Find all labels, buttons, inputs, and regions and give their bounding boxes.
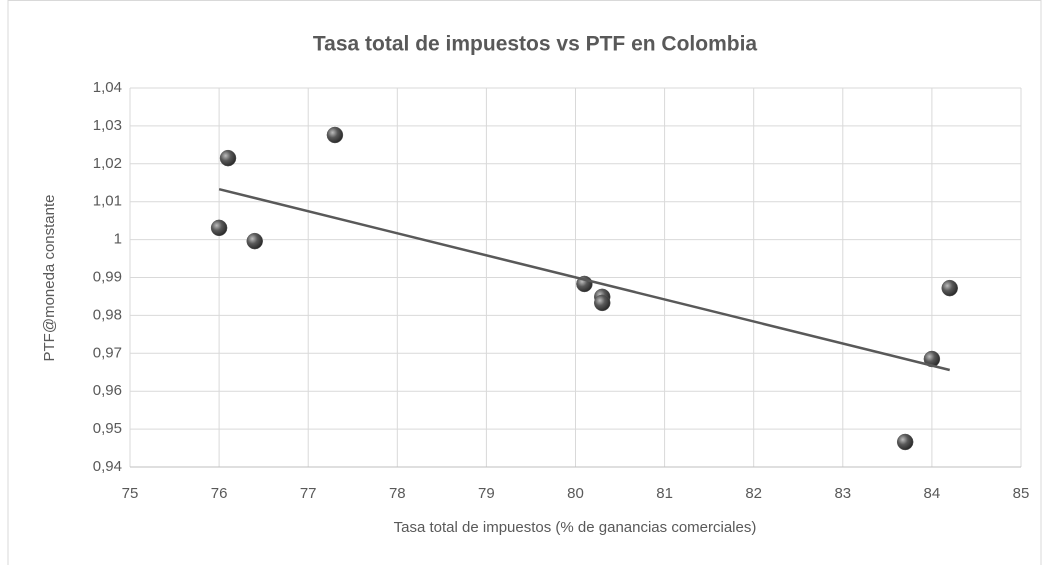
point	[941, 279, 958, 297]
x-axis-label: Tasa total de impuestos (% de ganancias …	[394, 519, 757, 536]
y-tick-label: 0,99	[93, 268, 122, 285]
x-tick-label: 85	[1013, 485, 1030, 502]
point	[219, 149, 237, 167]
point	[326, 126, 344, 144]
x-tick-label: 78	[389, 485, 406, 502]
point	[896, 433, 914, 451]
x-tick-label: 79	[478, 485, 495, 502]
point	[210, 219, 228, 237]
chart-title: Tasa total de impuestos vs PTF en Colomb…	[313, 33, 758, 56]
y-tick-label: 0,97	[93, 344, 122, 361]
y-tick-label: 1,01	[93, 193, 122, 210]
y-tick-label: 0,96	[93, 382, 122, 399]
point	[246, 232, 263, 250]
x-tick-label: 81	[656, 485, 673, 502]
y-tick-label: 1,02	[93, 155, 122, 172]
y-tick-label: 0,98	[93, 306, 122, 323]
x-tick-label: 80	[567, 485, 584, 502]
x-tick-label: 83	[834, 485, 851, 502]
trendline	[218, 187, 951, 372]
x-tick-label: 82	[745, 485, 762, 502]
x-tick-label: 75	[122, 485, 139, 502]
y-axis-label: PTF@moneda constante	[41, 195, 58, 362]
point	[923, 350, 941, 368]
y-tick-label: 1	[114, 231, 122, 248]
y-tick-label: 1,04	[93, 79, 122, 96]
x-tick-label: 84	[924, 485, 941, 502]
y-tick-label: 0,95	[93, 420, 122, 437]
x-tick-label: 77	[300, 485, 317, 502]
point	[593, 294, 611, 312]
chart-border	[7, 0, 1042, 565]
y-tick-label: 0,94	[93, 458, 122, 475]
x-tick-label: 76	[211, 485, 228, 502]
y-tick-label: 1,03	[93, 117, 122, 134]
